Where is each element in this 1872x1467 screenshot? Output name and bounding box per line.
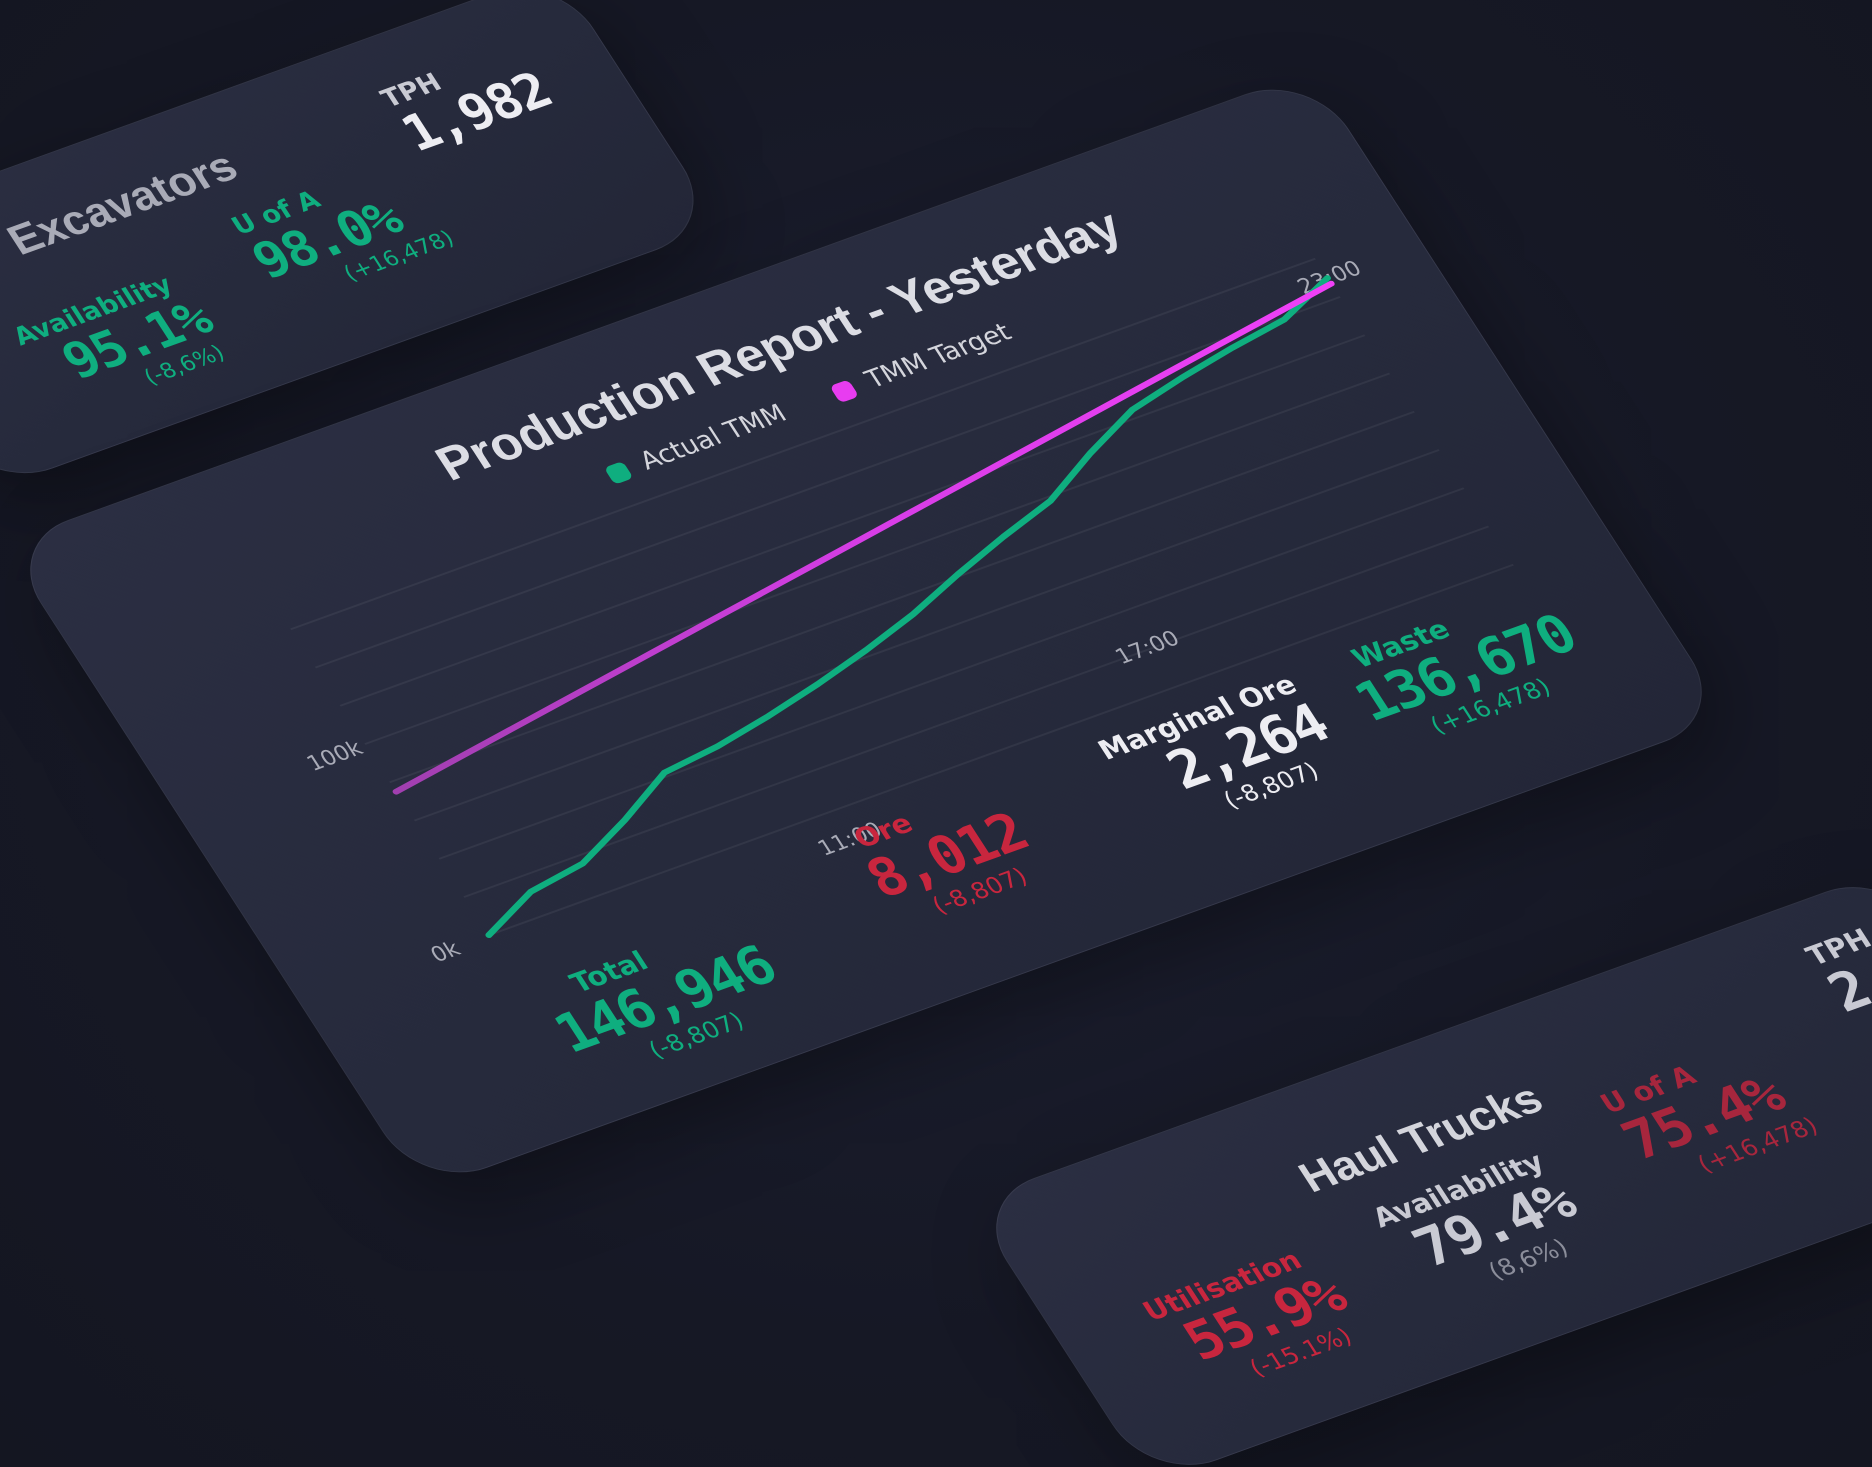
series-line-tmm-target[interactable] — [307, 280, 1421, 795]
y-tick-label: 0k — [426, 936, 466, 967]
chart-series — [303, 275, 1513, 939]
haul-utilisation: Utilisation 55.9% (-15.1%) — [1137, 1239, 1371, 1403]
excavators-availability: Availability 95.1% (-8,6%) — [8, 266, 235, 420]
excavators-tph: TPH 1,982 — [376, 38, 562, 163]
gridline — [438, 487, 1465, 860]
x-tick-label: 17:00 — [1111, 626, 1185, 670]
gridline — [364, 372, 1391, 745]
series-line-actual-tmm[interactable] — [303, 275, 1513, 939]
excavators-title: Excavators — [0, 142, 247, 265]
haul-u-of-a: U of A 75.4% (+16,478) — [1594, 1033, 1823, 1195]
haul-trucks-card: Haul Trucks Utilisation 55.9% (-15.1%) A… — [968, 867, 1872, 1467]
gridline — [488, 563, 1514, 937]
gridline — [314, 296, 1341, 669]
y-tick-label: 100k — [302, 736, 368, 777]
haul-tph: TPH 2 — [1800, 923, 1872, 1025]
gridline — [463, 525, 1490, 898]
excavators-u-of-a: U of A 98.0% (+16,478) — [226, 154, 459, 310]
production-report-card: Production Report - Yesterday Actual TMM… — [2, 70, 1730, 1192]
gridline — [339, 334, 1366, 707]
chart-gridlines — [290, 257, 1514, 937]
gridline — [413, 449, 1440, 822]
gridline — [290, 257, 1316, 631]
gridline — [389, 410, 1415, 784]
